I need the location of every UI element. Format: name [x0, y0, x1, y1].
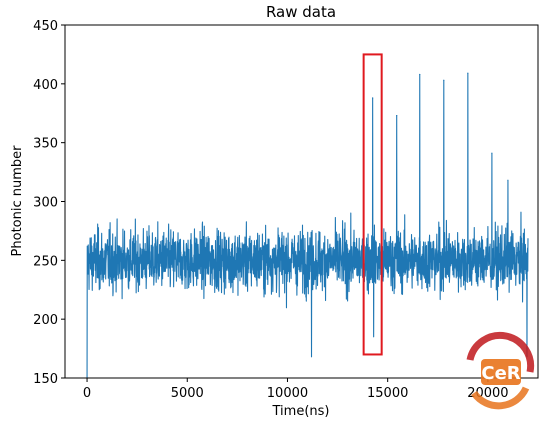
y-tick-label: 450: [33, 19, 58, 34]
chart-title: Raw data: [266, 3, 336, 21]
x-tick-label: 10000: [267, 386, 308, 401]
series-layer: [86, 72, 529, 379]
x-tick-label: 5000: [171, 386, 204, 401]
watermark-arc-bottom: [471, 386, 530, 410]
series-line: [86, 72, 529, 379]
peak-point: [372, 97, 374, 99]
x-tick-label: 15000: [367, 386, 408, 401]
peak-point: [467, 72, 469, 74]
watermark-logo: CeR: [466, 331, 535, 410]
peak-point: [507, 179, 509, 181]
highlight-box: [362, 53, 383, 356]
y-tick-label: 350: [33, 137, 58, 152]
watermark-text: CeR: [481, 363, 520, 384]
y-tick-label: 150: [33, 372, 58, 387]
x-axis-label: Time(ns): [272, 404, 330, 419]
tick-layer: 0 5000 10000 15000 2000015020025030035040045…: [33, 19, 508, 401]
peak-point: [491, 152, 493, 154]
watermark-arc-top: [466, 331, 535, 373]
peak-point: [443, 79, 445, 81]
highlight-layer: [362, 53, 383, 356]
y-axis-label: Photonic number: [10, 145, 25, 257]
peak-point: [396, 115, 398, 117]
y-tick-label: 200: [33, 313, 58, 328]
watermark-badge: [481, 359, 521, 385]
peak-point: [419, 73, 421, 76]
y-tick-label: 250: [33, 254, 58, 269]
y-tick-label: 300: [33, 196, 58, 211]
x-tick-label: 0: [83, 386, 91, 401]
y-tick-label: 400: [33, 78, 58, 93]
